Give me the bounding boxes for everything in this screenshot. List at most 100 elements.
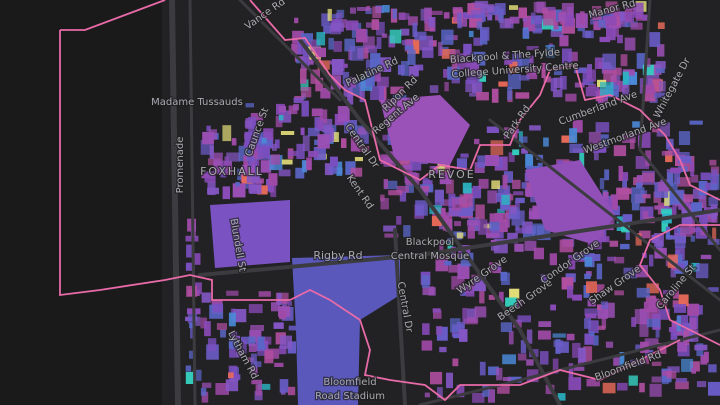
building (610, 75, 621, 89)
building (270, 154, 281, 165)
building (661, 372, 669, 385)
building (432, 308, 441, 313)
map-label: Promenade (175, 137, 186, 194)
building (301, 33, 313, 41)
building (593, 335, 599, 346)
building (231, 335, 240, 343)
building (225, 166, 233, 175)
building (670, 327, 678, 340)
building (645, 349, 654, 357)
building (324, 163, 334, 176)
building (232, 309, 247, 323)
building (624, 11, 634, 23)
building (445, 179, 454, 194)
building (502, 377, 511, 381)
building (543, 76, 551, 83)
building (712, 227, 717, 242)
building (257, 185, 268, 195)
map-label: FOXHALL (200, 165, 264, 178)
building (515, 201, 520, 207)
building (503, 171, 513, 183)
building (655, 61, 666, 69)
building (567, 285, 574, 299)
building (220, 166, 227, 178)
building (215, 383, 229, 395)
building (248, 304, 263, 314)
building (708, 381, 720, 396)
building (370, 86, 384, 100)
building (554, 66, 563, 76)
building (392, 94, 407, 100)
building (407, 49, 416, 65)
building (295, 167, 305, 179)
building (272, 143, 277, 151)
building (670, 167, 682, 174)
building (301, 100, 309, 117)
map-label: Central Mosque (391, 251, 469, 262)
building (668, 327, 678, 332)
building (671, 320, 678, 332)
building (676, 177, 691, 187)
building (444, 82, 449, 92)
building (404, 45, 414, 50)
building (306, 157, 312, 170)
building (443, 212, 450, 226)
building (246, 172, 261, 183)
building (613, 145, 627, 157)
building (667, 366, 680, 373)
building (526, 46, 539, 51)
building (476, 92, 489, 101)
building (422, 177, 430, 184)
building (674, 170, 680, 184)
building (278, 106, 287, 113)
building (584, 273, 591, 279)
building (491, 88, 499, 103)
building (665, 150, 673, 163)
building (628, 375, 638, 386)
area (380, 95, 470, 165)
building (292, 30, 304, 44)
building (447, 242, 454, 253)
building (212, 303, 223, 313)
building (287, 386, 296, 396)
building (300, 127, 305, 136)
building (642, 173, 655, 183)
building (335, 12, 343, 25)
building (422, 323, 430, 335)
building (622, 71, 629, 85)
building (347, 92, 354, 105)
building (588, 254, 601, 261)
map-label: Blackpool (406, 237, 454, 248)
building (315, 77, 324, 92)
building (550, 78, 557, 92)
building (228, 372, 234, 379)
building (250, 353, 257, 369)
building (311, 108, 323, 117)
building (640, 357, 650, 365)
building (439, 346, 447, 353)
building (371, 19, 380, 30)
building (467, 225, 475, 239)
building (678, 155, 692, 164)
building (645, 58, 651, 68)
building (448, 207, 462, 217)
building (579, 11, 585, 25)
building (186, 244, 192, 258)
building (620, 243, 630, 250)
building (655, 324, 660, 338)
building (397, 64, 405, 75)
building (459, 329, 468, 342)
building (624, 37, 636, 51)
building (653, 92, 666, 98)
building (592, 6, 602, 20)
building (694, 344, 708, 351)
building (502, 174, 508, 189)
map-label: REVOE (428, 168, 476, 181)
building (468, 30, 474, 38)
building (478, 178, 489, 189)
building (317, 120, 324, 130)
building (508, 331, 514, 345)
building (614, 290, 624, 296)
building (421, 275, 430, 288)
